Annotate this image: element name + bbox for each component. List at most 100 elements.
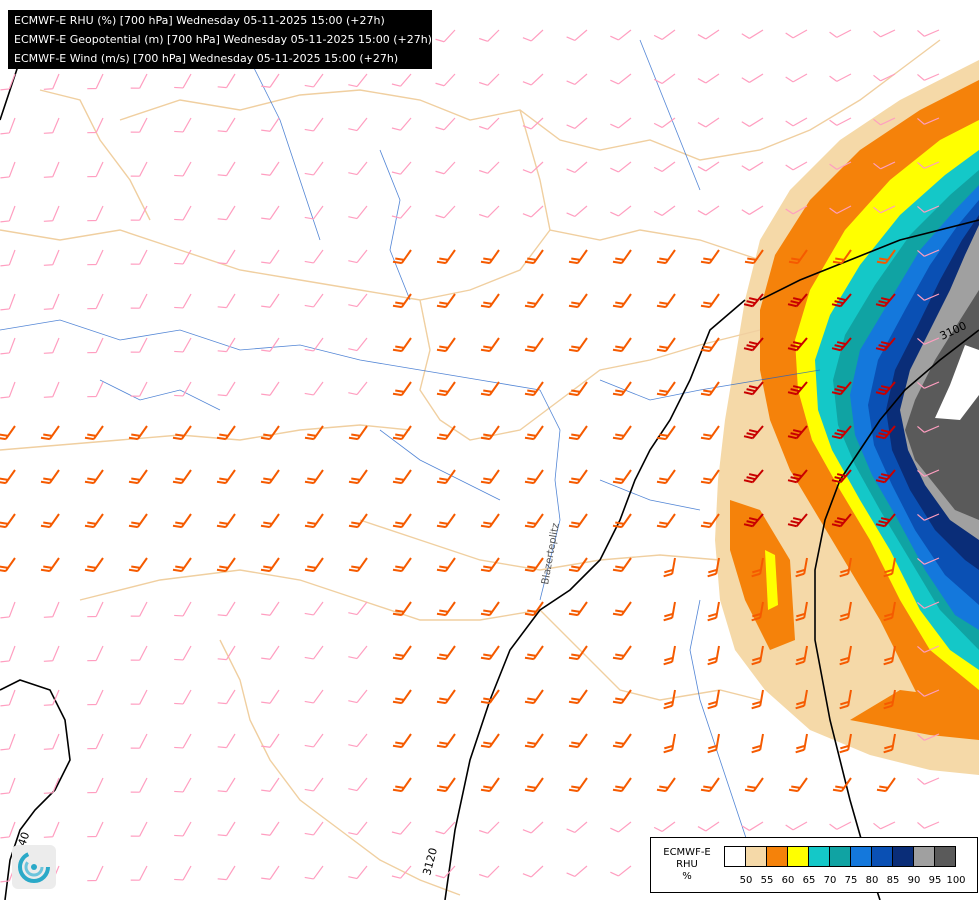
wind-barb xyxy=(612,337,632,353)
wind-barb xyxy=(84,513,104,529)
wind-barb xyxy=(612,557,632,573)
river-line xyxy=(99,379,221,411)
wind-barb xyxy=(612,733,632,749)
wind-barb xyxy=(479,161,500,174)
wind-barb xyxy=(785,29,808,39)
wind-barb xyxy=(174,117,192,133)
wind-barb xyxy=(917,29,940,37)
wind-barb xyxy=(566,29,588,41)
wind-barb xyxy=(0,469,16,485)
wind-barb xyxy=(43,733,60,750)
wind-barb xyxy=(697,161,720,172)
wind-barb xyxy=(392,645,412,661)
wind-barb xyxy=(656,469,676,485)
wind-barb xyxy=(348,117,368,132)
wind-barb xyxy=(610,73,632,85)
wind-barb xyxy=(40,557,60,573)
wind-barb xyxy=(217,689,236,705)
contour-label-3120: 3120 xyxy=(420,846,440,876)
wind-barb xyxy=(261,865,280,880)
wind-barb xyxy=(829,821,852,830)
legend-model: ECMWF-E xyxy=(663,847,711,858)
wind-barb xyxy=(785,161,808,171)
wind-barb xyxy=(217,161,236,177)
wind-barb xyxy=(217,733,236,749)
wind-barb xyxy=(348,337,368,352)
wind-barb xyxy=(612,645,632,661)
wind-barb xyxy=(917,777,940,785)
wind-barb xyxy=(656,425,676,441)
wind-barb xyxy=(43,337,60,354)
wind-barb xyxy=(707,645,720,666)
wind-barb xyxy=(875,337,896,352)
wind-barb xyxy=(174,733,192,749)
wind-barb xyxy=(130,601,148,617)
wind-barb xyxy=(174,205,192,221)
place-label: Blazerteplitz xyxy=(540,522,562,585)
wind-barb xyxy=(522,117,544,130)
wind-barb xyxy=(130,205,148,221)
wind-barb xyxy=(873,161,896,170)
wind-barb xyxy=(436,469,456,485)
wind-barb xyxy=(0,381,16,399)
wind-barb xyxy=(917,821,940,829)
wind-barb xyxy=(480,601,500,617)
wind-barb xyxy=(216,425,236,441)
title-geopotential: ECMWF-E Geopotential (m) [700 hPa] Wedne… xyxy=(14,33,432,46)
border-line xyxy=(0,424,411,451)
humidity-fill-layer xyxy=(715,60,979,775)
wind-barb xyxy=(479,117,500,130)
wind-barb xyxy=(568,381,588,397)
wind-barb xyxy=(610,117,632,129)
wind-barb xyxy=(479,865,500,878)
wind-barb xyxy=(40,469,60,485)
wind-barb xyxy=(917,249,940,257)
wind-barb xyxy=(480,469,500,485)
wind-barb xyxy=(873,205,896,214)
wind-barb xyxy=(568,557,588,573)
wind-barb xyxy=(43,293,60,310)
wind-barb xyxy=(741,117,764,127)
wind-barb xyxy=(839,645,852,666)
wind-barb xyxy=(43,381,60,398)
wind-barb xyxy=(568,601,588,617)
wind-barb xyxy=(524,293,544,309)
wind-barb xyxy=(217,865,236,881)
wind-barb xyxy=(917,425,940,433)
wind-barb xyxy=(883,557,896,578)
wind-barb xyxy=(216,469,236,485)
wind-barb xyxy=(875,469,896,484)
wind-barb xyxy=(795,645,808,666)
legend-swatch xyxy=(808,846,830,867)
wind-barb xyxy=(743,513,764,528)
wind-barb xyxy=(128,513,148,529)
wind-barb xyxy=(436,249,456,265)
wind-barb xyxy=(43,249,60,266)
wind-barb xyxy=(436,337,456,353)
border-line xyxy=(79,569,541,621)
wind-barb xyxy=(261,821,280,836)
wind-barb xyxy=(831,469,852,484)
wind-barb xyxy=(0,73,16,91)
legend-swatch xyxy=(913,846,935,867)
wind-barb xyxy=(172,513,192,529)
wind-barb xyxy=(261,381,280,396)
wind-barb xyxy=(0,513,16,529)
legend-swatch xyxy=(892,846,914,867)
wind-barb xyxy=(524,469,544,485)
wind-barb xyxy=(348,689,368,704)
wind-barb xyxy=(785,117,808,127)
wind-barb xyxy=(741,821,764,831)
wind-barb xyxy=(873,73,896,82)
wind-barb xyxy=(653,73,676,84)
wind-barb xyxy=(610,865,632,877)
wind-barb xyxy=(612,425,632,441)
wind-barb xyxy=(883,645,896,666)
wind-barb xyxy=(261,601,280,616)
wind-barb xyxy=(130,381,148,397)
wind-barb xyxy=(566,205,588,217)
wind-barb xyxy=(217,293,236,309)
legend-variable: RHU xyxy=(676,859,698,870)
wind-barb xyxy=(566,821,588,833)
wind-barb xyxy=(0,821,16,839)
